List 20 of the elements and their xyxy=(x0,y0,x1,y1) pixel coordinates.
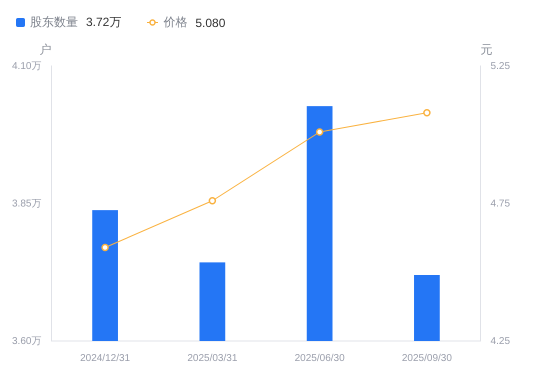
legend-label: 价格 xyxy=(163,14,188,31)
y2-tick-label: 4.25 xyxy=(490,336,510,347)
x-tick-label: 2025/09/30 xyxy=(402,352,452,364)
point xyxy=(101,244,109,252)
y2-tick-label: 4.75 xyxy=(490,198,510,210)
y2-axis-title: 元 xyxy=(480,42,493,56)
text: 5.080 xyxy=(195,16,226,30)
y2-tick-label: 5.25 xyxy=(490,60,510,72)
point xyxy=(208,197,216,204)
x-tick-label: 2025/06/30 xyxy=(294,352,346,364)
y-tick-label: 3.60万 xyxy=(12,336,42,347)
legend-label: 股东数量 xyxy=(30,14,78,31)
y-tick-label: 3.85万 xyxy=(12,198,42,210)
y-axis-title: 户 xyxy=(39,42,52,56)
text: 3.72万 xyxy=(86,14,122,31)
y-tick-label: 4.10万 xyxy=(12,60,42,72)
point xyxy=(316,128,324,136)
x-tick-label: 2025/03/31 xyxy=(187,352,238,364)
x-tick-label: 2024/12/31 xyxy=(80,352,131,364)
point xyxy=(423,109,431,116)
